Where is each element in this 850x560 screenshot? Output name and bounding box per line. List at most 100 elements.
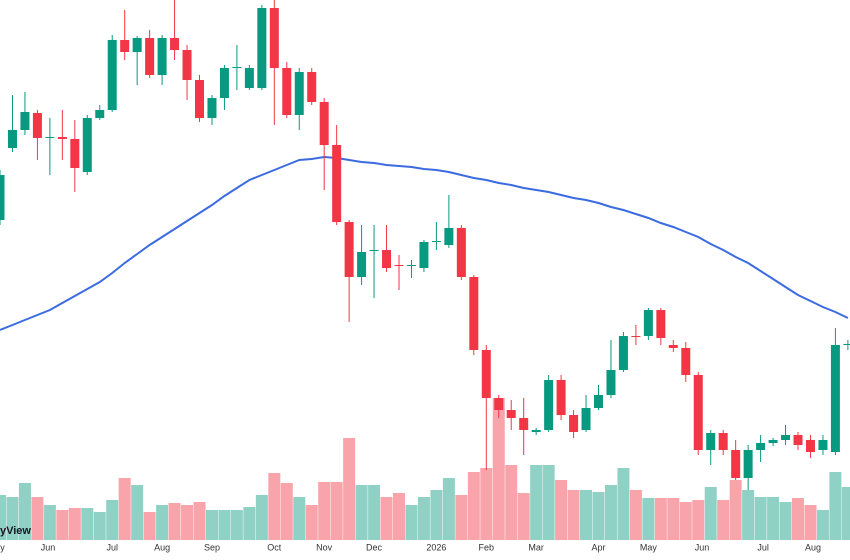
volume-bar <box>617 468 630 540</box>
volume-bar <box>230 510 243 540</box>
candle-body <box>269 8 279 68</box>
volume-bar <box>305 505 318 540</box>
candle-body <box>718 433 728 450</box>
x-tick-label: Aug <box>154 542 170 552</box>
volume-bar <box>393 493 406 540</box>
x-tick-label: 2026 <box>426 542 446 552</box>
candle-body <box>157 38 167 75</box>
x-tick-label: Mar <box>528 542 544 552</box>
volume-bar <box>692 500 705 540</box>
volume-bar <box>56 510 69 540</box>
volume-bar <box>43 505 56 540</box>
volume-bar <box>143 512 156 540</box>
candle-body <box>731 450 741 478</box>
volume-bar <box>430 490 443 540</box>
candle-body <box>369 250 379 251</box>
candle-body <box>120 40 130 52</box>
volume-bar <box>18 483 31 540</box>
candle-body <box>170 38 180 50</box>
volume-bar <box>580 490 593 540</box>
candle-body <box>556 380 566 415</box>
candle-body <box>419 242 429 268</box>
volume-bar <box>442 478 455 540</box>
volume-bar <box>679 502 692 540</box>
x-tick-label: Sep <box>204 542 220 552</box>
candle-body <box>805 440 815 452</box>
candle-body <box>444 228 454 245</box>
volume-bar <box>779 502 792 540</box>
volume-bar <box>330 482 343 540</box>
candle-body <box>456 228 466 277</box>
candle-body <box>743 450 753 478</box>
candle-body <box>843 344 850 345</box>
x-tick-label: Apr <box>591 542 605 552</box>
volume-bar <box>792 498 805 540</box>
candle-body <box>57 137 67 139</box>
volume-bar <box>754 497 767 540</box>
volume-bar <box>667 498 680 540</box>
candle-body <box>344 222 354 277</box>
candle-body <box>394 265 404 266</box>
candle-body <box>257 8 267 88</box>
volume-bar <box>555 480 568 540</box>
x-tick-label: Jul <box>757 542 769 552</box>
candle-body <box>332 145 342 222</box>
candle-body <box>706 433 716 450</box>
volume-bar <box>118 478 131 540</box>
volume-bar <box>156 505 169 540</box>
x-tick-label: May <box>640 542 658 552</box>
volume-bar <box>6 497 19 540</box>
volume-bar <box>742 490 755 540</box>
volume-bar <box>841 487 850 540</box>
candle-body <box>681 348 691 375</box>
candle-body <box>618 336 628 370</box>
volume-bar <box>318 482 331 540</box>
volume-bar <box>592 492 605 540</box>
candle-body <box>132 38 142 52</box>
candle-body <box>7 130 17 148</box>
volume-bar <box>829 472 842 540</box>
candle-body <box>319 102 329 145</box>
candle-body <box>781 435 791 440</box>
x-tick-label: Jun <box>41 542 56 552</box>
volume-bar <box>131 485 144 540</box>
candle-body <box>20 112 30 130</box>
candle-body <box>0 175 5 220</box>
x-tick-label: Dec <box>366 542 383 552</box>
candle-body <box>95 110 105 118</box>
candle-body <box>82 118 92 172</box>
candle-body <box>631 336 641 337</box>
volume-bar <box>455 495 468 540</box>
volume-bar <box>767 497 780 540</box>
moving-average-line <box>0 155 849 331</box>
volume-bar <box>542 465 555 540</box>
candle-body <box>544 380 554 430</box>
volume-bar <box>268 473 281 540</box>
candle-body <box>357 252 367 277</box>
x-tick-label: Oct <box>267 542 282 552</box>
candle-body <box>569 415 579 432</box>
candle-body <box>431 241 441 242</box>
x-tick-label: Jul <box>106 542 118 552</box>
volume-bar <box>368 485 381 540</box>
candle-body <box>70 139 80 168</box>
volume-bar <box>492 398 505 540</box>
candle-body <box>244 68 254 88</box>
candle-body <box>668 345 678 348</box>
volume-bar <box>343 438 356 540</box>
volume-bar <box>181 505 194 540</box>
volume-bar <box>530 465 543 540</box>
volume-bar <box>293 497 306 540</box>
volume-bar <box>31 497 44 540</box>
candle-body <box>768 440 778 443</box>
candle-body <box>207 98 217 118</box>
volume-bar <box>816 510 829 540</box>
volume-bar <box>255 495 268 540</box>
x-tick-label: Nov <box>316 542 333 552</box>
volume-bar <box>642 498 655 540</box>
candle-body <box>506 410 516 418</box>
volume-bar <box>717 500 730 540</box>
volume-bar <box>517 493 530 540</box>
candle-body <box>818 440 828 450</box>
